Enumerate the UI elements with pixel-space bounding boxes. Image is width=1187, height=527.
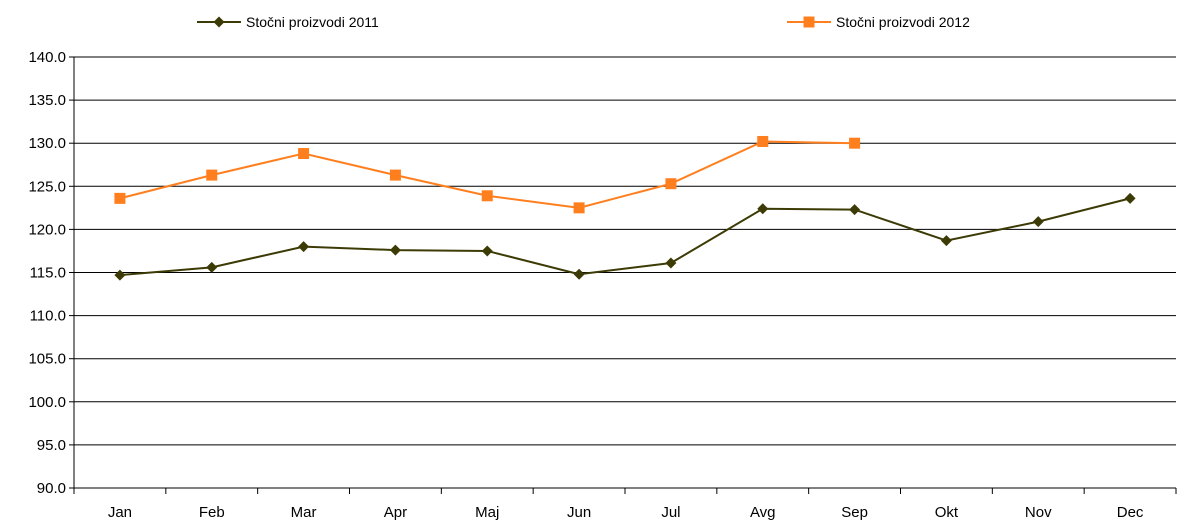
data-point <box>573 268 585 280</box>
y-tick-label: 95.0 <box>37 437 66 454</box>
series-lines <box>114 135 1136 281</box>
x-tick-label: Jun <box>567 504 591 521</box>
data-point <box>114 269 126 281</box>
legend: Stočni proizvodi 2011 Stočni proizvodi 2… <box>197 14 970 30</box>
data-point <box>298 241 310 253</box>
data-point <box>665 257 677 269</box>
gridlines <box>74 56 1176 446</box>
x-tick-label: Feb <box>199 504 225 521</box>
series-1 <box>114 135 861 214</box>
x-tick-label: Maj <box>475 504 499 521</box>
x-tick-label: Jul <box>661 504 680 521</box>
y-tick-label: 115.0 <box>30 265 66 282</box>
y-tick-label: 110.0 <box>30 308 66 325</box>
x-tick-label: Nov <box>1025 504 1052 521</box>
x-axis-tick-labels: Jan Feb Mar Apr Maj Jun Jul Avg Sep Okt Nov Dec <box>108 504 1144 521</box>
data-point <box>940 235 952 247</box>
legend-label-2011: Stočni proizvodi 2011 <box>246 14 379 30</box>
data-point <box>665 178 677 190</box>
data-point <box>481 245 493 257</box>
series-line <box>119 197 1131 277</box>
y-tick-label: 130.0 <box>28 135 66 152</box>
data-point <box>206 261 218 273</box>
legend-marker-2011 <box>213 16 225 28</box>
x-tick-label: Okt <box>935 504 959 521</box>
data-point <box>849 137 861 149</box>
x-tick-label: Sep <box>841 504 868 521</box>
data-point <box>757 135 769 147</box>
data-point <box>481 190 493 202</box>
data-point <box>757 203 769 215</box>
y-tick-label: 90.0 <box>37 480 66 497</box>
y-tick-label: 135.0 <box>28 92 66 109</box>
y-tick-label: 105.0 <box>28 351 66 368</box>
data-point <box>849 204 861 216</box>
y-tick-label: 140.0 <box>28 49 66 66</box>
y-tick-label: 100.0 <box>28 394 66 411</box>
data-point <box>389 169 401 181</box>
x-tick-label: Dec <box>1117 504 1144 521</box>
series-0 <box>114 192 1136 281</box>
data-point <box>573 202 585 214</box>
data-point <box>298 148 310 160</box>
x-tick-label: Mar <box>291 504 317 521</box>
x-tick-label: Avg <box>750 504 776 521</box>
data-point <box>206 169 218 181</box>
data-point <box>1032 216 1044 228</box>
axes <box>69 56 1177 494</box>
legend-label-2012: Stočni proizvodi 2012 <box>836 14 970 30</box>
legend-entry-2011: Stočni proizvodi 2011 <box>197 14 379 30</box>
y-tick-label: 120.0 <box>28 221 66 238</box>
legend-marker-2012 <box>803 16 815 28</box>
y-tick-label: 125.0 <box>28 178 66 195</box>
data-point <box>1124 192 1136 204</box>
x-tick-label: Apr <box>384 504 407 521</box>
legend-entry-2012: Stočni proizvodi 2012 <box>787 14 970 30</box>
y-axis-tick-labels: 90.0 95.0 100.0 105.0 110.0 115.0 120.0 125.0 13… <box>28 49 66 497</box>
x-tick-label: Jan <box>108 504 132 521</box>
data-point <box>114 192 126 204</box>
data-point <box>389 244 401 256</box>
